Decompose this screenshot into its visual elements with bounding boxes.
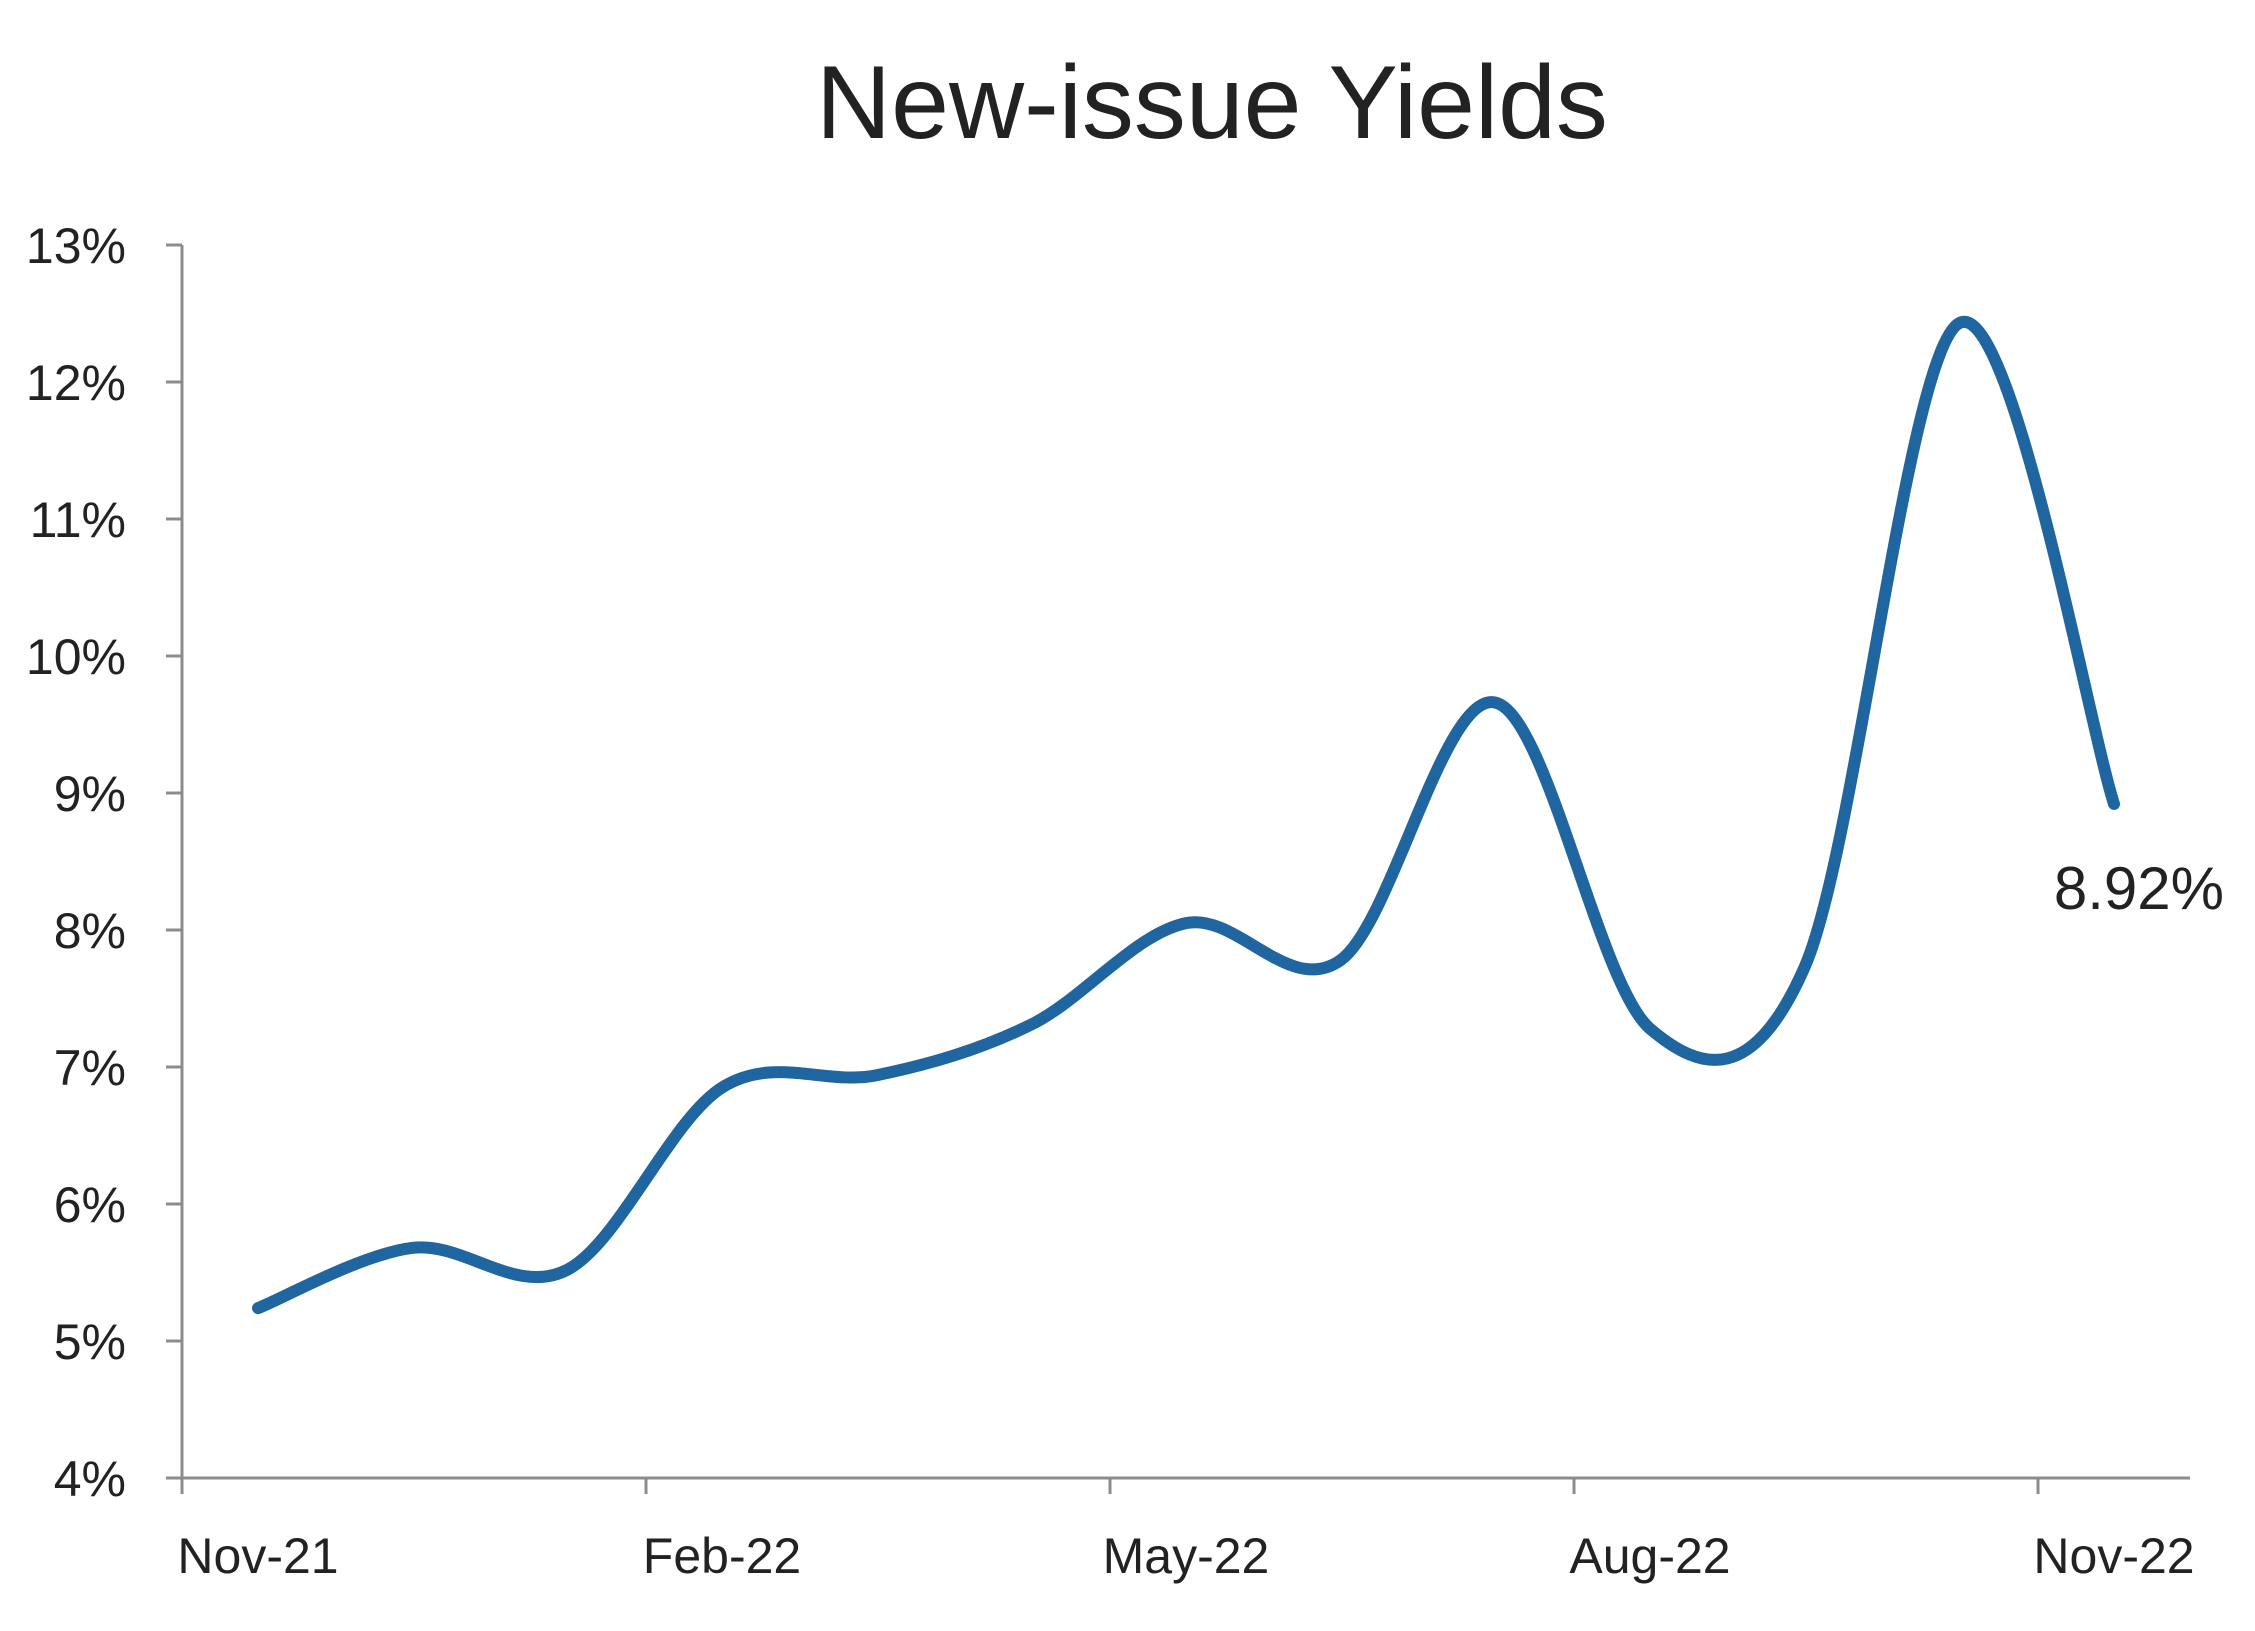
chart-title: New-issue Yields [816, 45, 1608, 161]
y-tick-label: 7% [54, 1040, 126, 1096]
x-tick-label: Feb-22 [643, 1528, 801, 1584]
data-label: 8.92% [2054, 855, 2224, 922]
annotation-layer: 8.92% [2054, 855, 2224, 922]
y-tick-label: 9% [54, 766, 126, 822]
y-tick-label: 4% [54, 1451, 126, 1507]
x-tick-label: Aug-22 [1569, 1528, 1730, 1584]
y-tick-label: 11% [30, 492, 126, 548]
y-tick-label: 10% [26, 629, 126, 685]
x-tick-label: May-22 [1103, 1528, 1270, 1584]
x-tick-label: Nov-22 [2033, 1528, 2194, 1584]
series-line [252, 316, 2120, 1315]
y-tick-label: 12% [26, 355, 126, 411]
x-tick-label: Nov-21 [177, 1528, 338, 1584]
series-layer [252, 316, 2120, 1315]
y-axis-ticks: 4% 5% 6% 7% 8% 9% 10% 11% 12% 13% [26, 218, 182, 1507]
y-tick-label: 13% [26, 218, 126, 274]
y-tick-label: 6% [54, 1177, 126, 1233]
x-axis-ticks: Nov-21 Feb-22 May-22 Aug-22 Nov-22 [177, 1478, 2195, 1584]
y-tick-label: 5% [54, 1314, 126, 1370]
y-tick-label: 8% [54, 903, 126, 959]
